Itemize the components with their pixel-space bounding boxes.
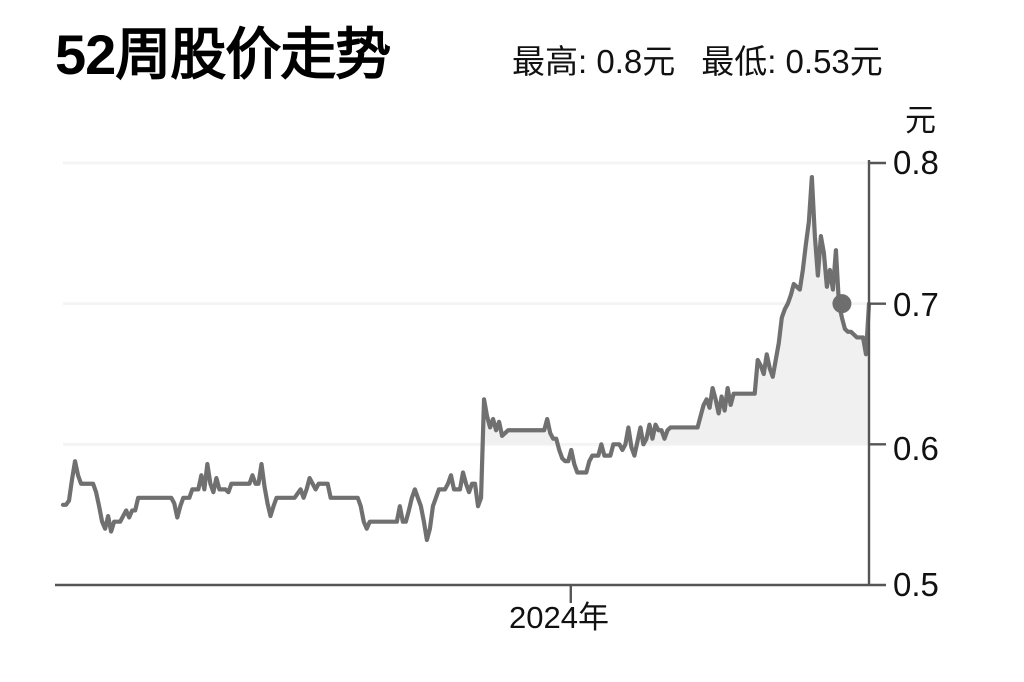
y-axis-tick-label-0.6: 0.6 xyxy=(893,430,939,467)
y-axis-tick-label-0.8: 0.8 xyxy=(893,144,939,181)
chart-header: 52周股价走势 最高: 0.8元 最低: 0.53元 xyxy=(0,0,1024,112)
page-title: 52周股价走势 xyxy=(55,23,391,86)
y-axis-unit-label: 元 xyxy=(905,103,936,138)
stat-low: 最低: 0.53元 xyxy=(701,43,883,80)
y-axis-tick-label-0.5: 0.5 xyxy=(893,566,939,603)
y-axis-tick-label-0.7: 0.7 xyxy=(893,286,939,323)
price-line xyxy=(60,174,872,543)
summary-stats: 最高: 0.8元 最低: 0.53元 xyxy=(512,42,883,82)
x-axis-tick-label-2024: 2024年 xyxy=(509,600,609,635)
stat-high: 最高: 0.8元 xyxy=(512,43,676,80)
latest-price-marker xyxy=(832,294,852,314)
price-area-fill xyxy=(63,177,869,445)
